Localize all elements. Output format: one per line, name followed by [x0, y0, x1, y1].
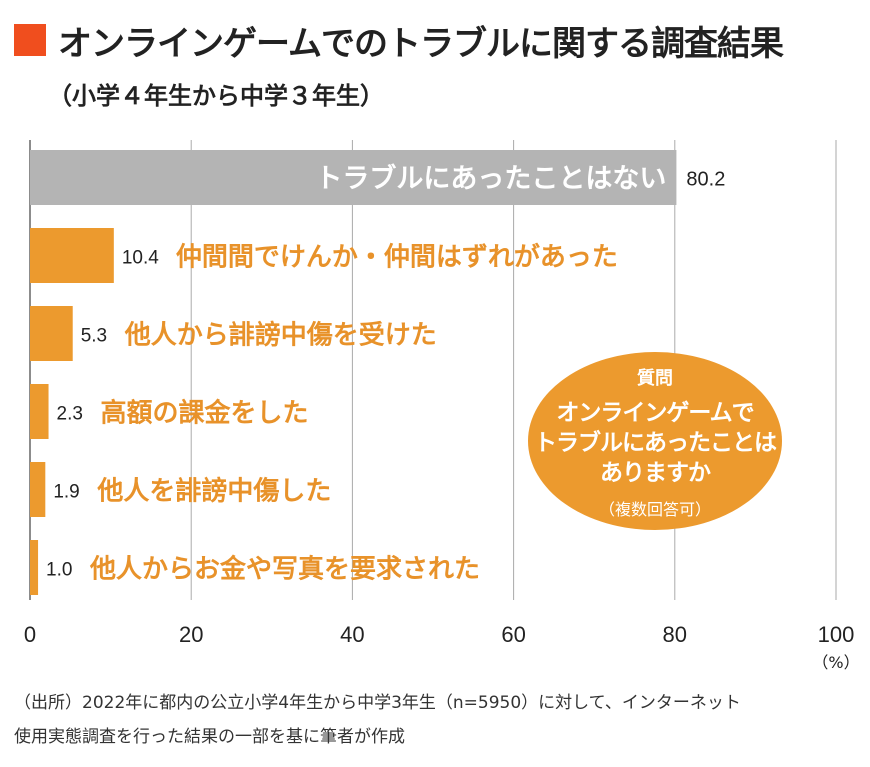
question-note: （複数回答可） [598, 500, 711, 519]
category-label: トラブルにあったことはない [315, 163, 666, 195]
title-marker [14, 24, 46, 56]
category-label: 他人からお金や写真を要求された [89, 554, 480, 585]
x-tick-label: 60 [501, 622, 525, 647]
x-tick-label: 80 [663, 622, 687, 647]
category-label: 仲間間でけんか・仲間はずれがあった [176, 242, 618, 273]
bar [30, 384, 49, 439]
x-tick-label: 40 [340, 622, 364, 647]
bar [30, 228, 114, 283]
question-line: トラブルにあったことは [534, 430, 777, 456]
footer-line: 使用実態調査を行った結果の一部を基に筆者が作成 [14, 727, 405, 747]
value-label: 1.0 [46, 560, 72, 581]
x-tick-label: 0 [24, 622, 36, 647]
chart-subtitle: （小学４年生から中学３年生） [48, 82, 384, 110]
question-line: ありますか [600, 460, 711, 486]
chart-title: オンラインゲームでのトラブルに関する調査結果 [58, 24, 784, 64]
x-tick-label: 20 [179, 622, 203, 647]
bar [30, 306, 73, 361]
value-label: 1.9 [53, 482, 79, 503]
question-bubble: 質問 オンラインゲームで トラブルにあったことは ありますか （複数回答可） [528, 352, 782, 530]
value-label: 2.3 [57, 404, 83, 425]
bar [30, 540, 39, 595]
bar-chart: 0 20 40 60 80 100 （%） トラブルにあったことはない 80.2 10.4 仲間間で… [24, 140, 860, 672]
bar [30, 462, 46, 517]
bar [30, 150, 677, 205]
value-label: 80.2 [686, 169, 725, 191]
question-line: オンラインゲームで [556, 400, 754, 426]
category-label: 他人から誹謗中傷を受けた [124, 320, 437, 351]
question-heading: 質問 [637, 368, 673, 389]
category-label: 高額の課金をした [101, 398, 309, 429]
x-tick-label: 100 [818, 622, 855, 647]
footer-line: （出所）2022年に都内の公立小学4年生から中学3年生（n=5950）に対して、… [14, 693, 741, 713]
category-label: 他人を誹謗中傷した [96, 476, 331, 507]
value-label: 5.3 [81, 326, 107, 347]
x-unit-label: （%） [812, 653, 859, 672]
value-label: 10.4 [122, 248, 159, 269]
